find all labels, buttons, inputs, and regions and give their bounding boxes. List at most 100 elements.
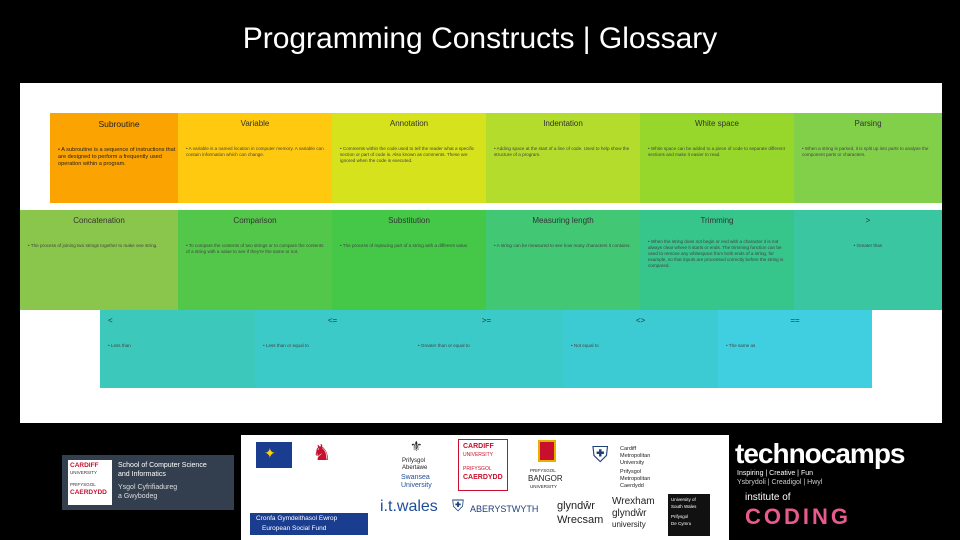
logo-text: Metropolitan — [620, 453, 651, 459]
glossary-term: > — [865, 216, 871, 225]
logo-text: institute of — [745, 492, 791, 503]
logo-text: University — [401, 482, 432, 489]
logo-text: PRIFYSGOL — [463, 466, 492, 472]
logo-text: CAERDYDD — [463, 474, 503, 481]
glossary-card-measuring-length: Measuring length • A string can be measu… — [486, 210, 640, 310]
glossary-term: Indentation — [543, 119, 583, 128]
glossary-card-parsing: Parsing • When a string is parsed, it is… — [794, 113, 942, 203]
logo-text: Inspiring | Creative | Fun — [737, 470, 814, 477]
glossary-term: Subroutine — [98, 119, 140, 129]
logo-text: CAERDYDD — [70, 489, 107, 496]
wrexham-glyndwr-logo: Wrexham glyndŵr university — [610, 494, 662, 534]
glossary-definition: • Less than — [108, 343, 131, 348]
logo-text: and Informatics — [118, 471, 166, 478]
cardiff-cs-logo: CARDIFF UNIVERSITY PRIFYSGOL CAERDYDD Sc… — [62, 455, 234, 510]
logo-text: glyndŵr — [612, 508, 647, 519]
glossary-panel: Subroutine • A subroutine is a sequence … — [20, 83, 942, 423]
logo-text: CARDIFF — [70, 462, 99, 469]
eu-flag-icon: ✦ — [256, 442, 292, 468]
glossary-card-greater-than: > • Greater than — [794, 210, 942, 310]
logo-text: CARDIFF — [463, 443, 494, 450]
glossary-card-concatenation: Concatenation • The process of joining t… — [20, 210, 178, 310]
logo-text: PRIFYSGOL — [70, 482, 96, 487]
glossary-definition: • Less than or equal to — [263, 343, 309, 348]
glossary-term: Variable — [240, 119, 270, 128]
logo-text: glyndŵr — [557, 500, 595, 512]
esf-banner: Cronfa Gymdeithasol Ewrop European Socia… — [250, 513, 368, 535]
glossary-card-less-than: < • Less than — [100, 310, 255, 388]
crest-icon — [538, 440, 556, 462]
glossary-definition: • The process of replacing part of a str… — [340, 243, 469, 248]
glossary-term: White space — [694, 119, 740, 128]
logo-text: PRIFYSGOL — [530, 468, 556, 473]
glossary-term: Measuring length — [532, 216, 594, 225]
logo-text: Ysbrydoli | Creadigol | Hwyl — [737, 479, 823, 486]
glossary-definition: • A variable is a named location in comp… — [186, 146, 324, 157]
glossary-term: < — [108, 316, 113, 325]
logo-text: Prifysgol — [671, 514, 689, 519]
page-title: Programming Constructs | Glossary — [242, 22, 718, 55]
logo-text: CODING — [745, 504, 851, 529]
logo-text: Abertawe — [402, 465, 428, 471]
glossary-definition: • White space can be added to a piece of… — [648, 146, 785, 157]
aberystwyth-logo: ⛨ ABERYSTWYTH — [452, 498, 539, 515]
glyndwr-wrecsam-logo: glyndŵr Wrecsam — [555, 494, 607, 534]
glossary-definition: • Not equal to — [571, 343, 599, 348]
glossary-definition: • When a string is parsed, it is split u… — [802, 146, 929, 157]
glossary-term: Comparison — [233, 216, 277, 225]
glossary-definition: • The process of joining two strings tog… — [28, 243, 158, 248]
partner-logos: CARDIFF UNIVERSITY PRIFYSGOL CAERDYDD Sc… — [0, 430, 960, 540]
logo-text: UNIVERSITY — [70, 470, 98, 475]
cardiff-met-logo: ⛨ Cardiff Metropolitan University Prifys… — [592, 442, 651, 489]
logo-text: university — [612, 520, 646, 529]
glossary-card-comparison: Comparison • To compare the contents of … — [178, 210, 332, 310]
glossary-card-substitution: Substitution • The process of replacing … — [332, 210, 486, 310]
logo-text: De Cymru — [671, 521, 692, 526]
logo-text: European Social Fund — [262, 525, 327, 532]
glossary-definition: • The same as — [726, 343, 756, 348]
glossary-term: Trimming — [700, 216, 734, 225]
glossary-card-trimming: Trimming • When the string does not begi… — [640, 210, 794, 310]
glossary-definition: • Greater than or equal to — [418, 343, 470, 348]
logo-text: UNIVERSITY — [463, 452, 494, 458]
logo-text: Wrexham — [612, 496, 655, 507]
logo-text: Prifysgol — [620, 469, 642, 475]
technocamps-logo: technocamps Inspiring | Creative | Fun Y… — [733, 438, 905, 490]
institute-of-coding-logo: institute of CODING — [745, 492, 875, 538]
glossary-definition: • Greater than — [853, 243, 883, 248]
logo-text: Prifysgol — [402, 458, 426, 464]
logo-text: Cardiff — [620, 446, 637, 452]
glossary-definition: • Adding space at the start of a line of… — [494, 146, 630, 157]
south-wales-logo: University of South Wales Prifysgol De C… — [668, 494, 710, 536]
glossary-definition: • A string can be measured to see how ma… — [494, 243, 631, 248]
glossary-card-indentation: Indentation • Adding space at the start … — [486, 113, 640, 203]
glossary-term: Annotation — [389, 119, 429, 128]
logo-text: UNIVERSITY — [530, 484, 558, 489]
logo-text: BANGOR — [528, 474, 563, 483]
glossary-term: Substitution — [388, 216, 430, 225]
welsh-government-icon: ♞ — [312, 440, 332, 465]
cardiff-university-logo: CARDIFF UNIVERSITY PRIFYSGOL CAERDYDD — [458, 439, 508, 491]
logo-text: ABERYSTWYTH — [470, 504, 539, 514]
glossary-definition: • When the string does not begin or end … — [648, 239, 784, 268]
glossary-definition: • Comments within the code used to tell … — [340, 146, 475, 163]
logo-text: School of Computer Science — [118, 462, 207, 469]
logo-text: Caerdydd — [620, 483, 644, 489]
logo-text: technocamps — [735, 438, 905, 469]
glossary-term: <> — [635, 316, 646, 325]
glossary-card-white-space: White space • White space can be added t… — [640, 113, 794, 203]
logo-text: Wrecsam — [557, 514, 604, 526]
glossary-term: Parsing — [854, 119, 882, 128]
esf-logo: ✦ ♞ — [250, 438, 368, 510]
logo-text: Cronfa Gymdeithasol Ewrop — [256, 515, 338, 522]
logo-text: Metropolitan — [620, 476, 651, 482]
logo-text: University — [620, 460, 645, 466]
glossary-term: >= — [481, 316, 492, 325]
glossary-card-same-as: == • The same as — [718, 310, 872, 388]
glossary-card-subroutine: Subroutine • A subroutine is a sequence … — [50, 113, 188, 203]
glossary-card-greater-than-or-equal: >= • Greater than or equal to — [410, 310, 563, 388]
glossary-term: Concatenation — [73, 216, 125, 225]
glossary-card-not-equal: <> • Not equal to — [563, 310, 718, 388]
logo-text: Ysgol Cyfrifiadureg — [118, 484, 178, 491]
swansea-logo: ⚜ Prifysgol Abertawe Swansea University — [401, 438, 432, 489]
